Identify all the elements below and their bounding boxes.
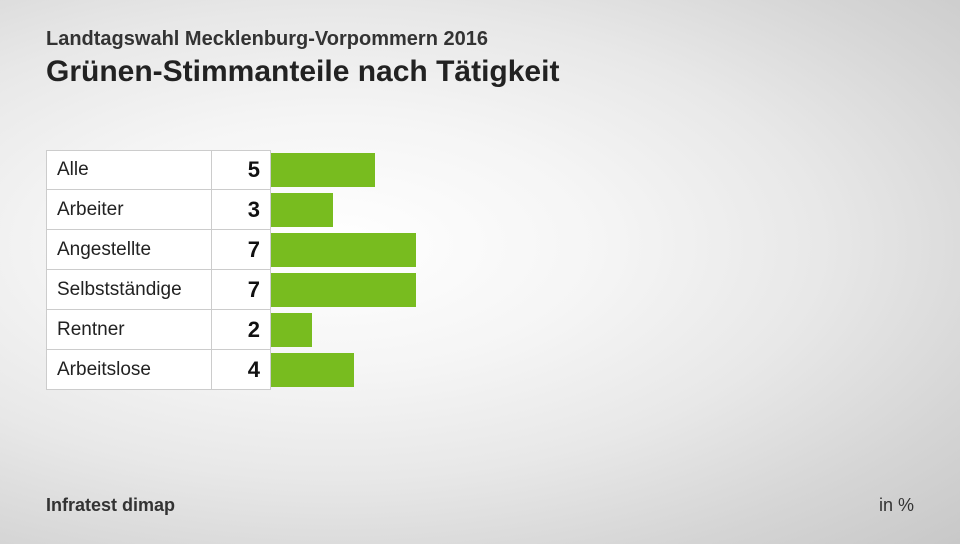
value-label: 3	[211, 190, 271, 230]
category-label: Alle	[46, 150, 211, 190]
bar	[271, 273, 416, 307]
value-label: 7	[211, 270, 271, 310]
bar-container	[271, 350, 354, 390]
table-row: Arbeitslose 4	[46, 350, 416, 390]
bar-chart: Alle 5 Arbeiter 3 Angestellte 7 Selbstst…	[46, 150, 416, 390]
bar	[271, 193, 333, 227]
value-label: 5	[211, 150, 271, 190]
unit-label: in %	[879, 495, 914, 516]
value-label: 2	[211, 310, 271, 350]
table-row: Rentner 2	[46, 310, 416, 350]
category-label: Arbeitslose	[46, 350, 211, 390]
chart-footer: Infratest dimap in %	[46, 495, 914, 516]
category-label: Arbeiter	[46, 190, 211, 230]
bar-container	[271, 150, 375, 190]
bar	[271, 313, 312, 347]
table-row: Angestellte 7	[46, 230, 416, 270]
bar-container	[271, 190, 333, 230]
table-row: Arbeiter 3	[46, 190, 416, 230]
bar-container	[271, 230, 416, 270]
value-label: 7	[211, 230, 271, 270]
bar	[271, 233, 416, 267]
bar-container	[271, 310, 312, 350]
bar	[271, 153, 375, 187]
chart-subtitle: Landtagswahl Mecklenburg-Vorpommern 2016	[46, 28, 960, 51]
table-row: Alle 5	[46, 150, 416, 190]
category-label: Angestellte	[46, 230, 211, 270]
category-label: Selbstständige	[46, 270, 211, 310]
chart-title: Grünen-Stimmanteile nach Tätigkeit	[46, 55, 960, 89]
bar-container	[271, 270, 416, 310]
chart-header: Landtagswahl Mecklenburg-Vorpommern 2016…	[0, 0, 960, 89]
category-label: Rentner	[46, 310, 211, 350]
value-label: 4	[211, 350, 271, 390]
table-row: Selbstständige 7	[46, 270, 416, 310]
bar	[271, 353, 354, 387]
source-label: Infratest dimap	[46, 495, 175, 516]
